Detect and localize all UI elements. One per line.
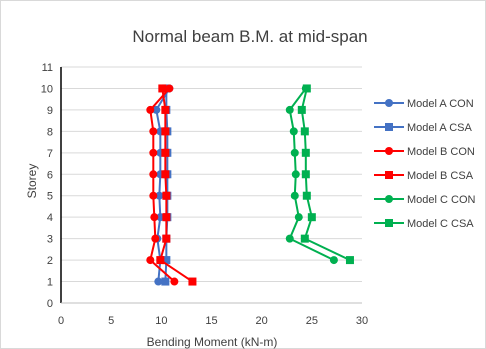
y-tick-label-11: 11 xyxy=(42,62,53,74)
legend-label-model-a-csa: Model A CSA xyxy=(407,122,472,134)
point-model-b-con-storey-7 xyxy=(149,148,158,157)
point-model-b-csa-storey-7 xyxy=(161,148,170,157)
point-model-c-csa-storey-6 xyxy=(301,170,310,179)
series-line-model-a-csa xyxy=(164,88,169,282)
point-model-b-con-storey-4 xyxy=(150,213,159,222)
point-model-c-con-storey-2 xyxy=(329,256,338,265)
legend-entry-model-c-con: Model C CON xyxy=(374,194,476,206)
x-tick-label-20: 20 xyxy=(256,315,268,327)
legend-marker-model-c-csa xyxy=(385,219,393,227)
x-tick-label-15: 15 xyxy=(205,315,217,327)
legend-label-model-c-con: Model C CON xyxy=(407,194,476,206)
legend-entry-model-a-con: Model A CON xyxy=(374,98,474,110)
point-model-a-con-storey-4 xyxy=(156,213,165,222)
series-model-c-con xyxy=(285,84,338,265)
point-model-c-con-storey-9 xyxy=(285,105,294,114)
legend-marker-model-a-csa xyxy=(385,123,393,131)
point-model-b-csa-storey-8 xyxy=(161,127,170,136)
point-model-b-csa-storey-9 xyxy=(161,105,170,114)
x-tick-label-10: 10 xyxy=(155,315,167,327)
point-model-c-csa-storey-2 xyxy=(345,256,354,265)
y-axis-title: Storey xyxy=(25,164,39,199)
chart-title: Normal beam B.M. at mid-span xyxy=(132,27,367,46)
y-tick-label-10: 10 xyxy=(41,83,53,95)
legend: Model A CON Model A CSA Model B CON Model B… xyxy=(374,98,476,230)
series-model-a-con xyxy=(152,84,174,286)
legend-entry-model-b-csa: Model B CSA xyxy=(374,170,474,182)
y-tick-label-2: 2 xyxy=(47,255,53,267)
series-group xyxy=(146,84,354,286)
point-model-c-con-storey-7 xyxy=(290,148,299,157)
y-tick-label-0: 0 xyxy=(47,298,53,310)
point-model-b-con-storey-5 xyxy=(149,191,158,200)
point-model-b-con-storey-2 xyxy=(146,256,155,265)
legend-entry-model-b-con: Model B CON xyxy=(374,146,475,158)
grid-lines xyxy=(61,66,362,283)
y-tick-label-6: 6 xyxy=(47,169,53,181)
series-model-b-csa xyxy=(156,84,197,286)
x-axis-title: Bending Moment (kN-m) xyxy=(147,335,278,349)
point-model-a-csa-storey-2 xyxy=(162,256,171,265)
legend-label-model-c-csa: Model C CSA xyxy=(407,218,474,230)
series-line-model-b-con xyxy=(149,87,176,283)
legend-entry-model-c-csa: Model C CSA xyxy=(374,218,474,230)
point-model-a-con-storey-9 xyxy=(152,105,161,114)
point-model-b-csa-storey-1 xyxy=(188,277,197,286)
point-model-c-con-storey-4 xyxy=(294,213,303,222)
legend-marker-model-a-con xyxy=(385,99,393,107)
legend-label-model-b-con: Model B CON xyxy=(407,146,475,158)
y-tick-label-7: 7 xyxy=(47,148,53,160)
series-line-model-a-con xyxy=(155,87,171,282)
point-model-c-csa-storey-7 xyxy=(301,148,310,157)
axes: 0 1 2 3 4 5 6 7 8 9 10 11 0 5 10 15 20 25 30 xyxy=(41,62,368,327)
point-model-b-csa-storey-6 xyxy=(161,170,170,179)
point-model-c-csa-storey-8 xyxy=(300,127,309,136)
point-model-b-csa-storey-2 xyxy=(156,256,165,265)
point-model-b-csa-storey-10 xyxy=(158,84,167,93)
point-model-c-csa-storey-10 xyxy=(302,84,311,93)
y-tick-label-1: 1 xyxy=(47,277,53,289)
point-model-c-csa-storey-3 xyxy=(300,234,309,243)
x-tick-label-5: 5 xyxy=(108,315,114,327)
point-model-c-csa-storey-4 xyxy=(307,213,316,222)
series-line-model-b-csa xyxy=(159,88,193,283)
point-model-b-con-storey-1 xyxy=(170,277,179,286)
y-tick-label-3: 3 xyxy=(47,234,53,246)
legend-label-model-b-csa: Model B CSA xyxy=(407,170,474,182)
y-tick-label-4: 4 xyxy=(47,212,53,224)
series-model-b-con xyxy=(146,84,179,286)
point-model-c-con-storey-3 xyxy=(285,234,294,243)
point-model-a-con-storey-1 xyxy=(154,277,163,286)
legend-marker-model-b-csa xyxy=(385,171,393,179)
y-tick-label-8: 8 xyxy=(47,126,53,138)
point-model-b-con-storey-8 xyxy=(149,127,158,136)
y-tick-label-5: 5 xyxy=(47,191,53,203)
point-model-b-csa-storey-3 xyxy=(162,234,171,243)
point-model-a-csa-storey-1 xyxy=(161,277,170,286)
point-model-b-csa-storey-5 xyxy=(162,191,171,200)
legend-marker-model-b-con xyxy=(385,147,393,155)
point-model-c-con-storey-5 xyxy=(290,191,299,200)
point-model-a-con-storey-5 xyxy=(155,191,164,200)
point-model-c-con-storey-6 xyxy=(291,170,300,179)
legend-label-model-a-con: Model A CON xyxy=(407,98,474,110)
x-tick-label-25: 25 xyxy=(306,315,318,327)
point-model-b-con-storey-6 xyxy=(149,170,158,179)
legend-marker-model-c-con xyxy=(385,195,393,203)
point-model-c-csa-storey-9 xyxy=(297,105,306,114)
point-model-c-csa-storey-5 xyxy=(302,191,311,200)
legend-entry-model-a-csa: Model A CSA xyxy=(374,122,472,134)
y-tick-label-9: 9 xyxy=(47,105,53,117)
point-model-c-con-storey-8 xyxy=(289,127,298,136)
x-tick-label-0: 0 xyxy=(58,315,64,327)
series-model-c-csa xyxy=(297,84,354,265)
point-model-b-csa-storey-4 xyxy=(162,213,171,222)
point-model-b-con-storey-9 xyxy=(146,105,155,114)
x-tick-label-30: 30 xyxy=(356,315,368,327)
point-model-b-con-storey-3 xyxy=(151,234,160,243)
point-model-b-con-storey-10 xyxy=(165,84,174,93)
